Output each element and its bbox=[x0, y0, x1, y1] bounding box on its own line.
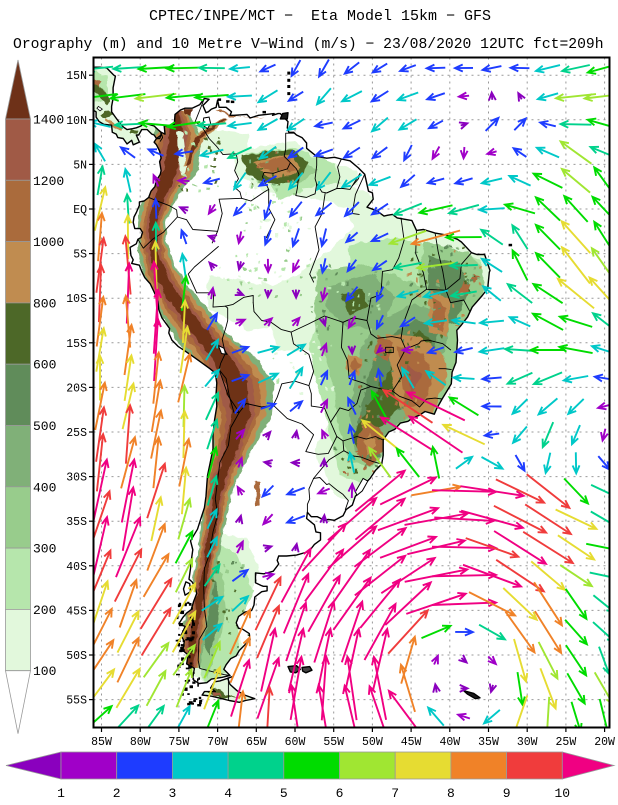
svg-text:35W: 35W bbox=[478, 736, 499, 749]
svg-text:15N: 15N bbox=[66, 70, 87, 83]
svg-text:1200: 1200 bbox=[33, 174, 64, 189]
svg-text:75W: 75W bbox=[169, 736, 190, 749]
svg-text:100: 100 bbox=[33, 664, 56, 679]
svg-text:EQ: EQ bbox=[73, 204, 87, 217]
svg-text:1: 1 bbox=[57, 786, 65, 800]
svg-text:45S: 45S bbox=[66, 605, 87, 618]
svg-text:10N: 10N bbox=[66, 115, 87, 128]
svg-text:5: 5 bbox=[280, 786, 288, 800]
svg-text:20W: 20W bbox=[594, 736, 615, 749]
svg-text:50S: 50S bbox=[66, 650, 87, 663]
svg-text:CPTEC/INPE/MCT − Eta Model 15: CPTEC/INPE/MCT − Eta Model 15km − GFS bbox=[149, 8, 491, 25]
svg-text:45W: 45W bbox=[401, 736, 422, 749]
svg-text:2: 2 bbox=[113, 786, 121, 800]
svg-text:6: 6 bbox=[336, 786, 344, 800]
svg-text:30S: 30S bbox=[66, 472, 87, 485]
svg-text:8: 8 bbox=[447, 786, 455, 800]
svg-text:40W: 40W bbox=[439, 736, 460, 749]
svg-text:1000: 1000 bbox=[33, 235, 64, 250]
svg-text:30W: 30W bbox=[517, 736, 538, 749]
svg-text:20S: 20S bbox=[66, 382, 87, 395]
svg-text:25W: 25W bbox=[556, 736, 577, 749]
svg-text:3: 3 bbox=[168, 786, 176, 800]
svg-text:10: 10 bbox=[554, 786, 570, 800]
svg-text:35S: 35S bbox=[66, 516, 87, 529]
svg-text:4: 4 bbox=[224, 786, 232, 800]
svg-text:800: 800 bbox=[33, 296, 56, 311]
svg-text:40S: 40S bbox=[66, 561, 87, 574]
svg-text:9: 9 bbox=[503, 786, 511, 800]
svg-text:50W: 50W bbox=[362, 736, 383, 749]
svg-text:25S: 25S bbox=[66, 427, 87, 440]
svg-text:55S: 55S bbox=[66, 695, 87, 708]
svg-text:300: 300 bbox=[33, 542, 56, 557]
svg-text:65W: 65W bbox=[246, 736, 267, 749]
svg-text:80W: 80W bbox=[130, 736, 151, 749]
svg-text:200: 200 bbox=[33, 603, 56, 618]
svg-text:5S: 5S bbox=[73, 249, 87, 262]
svg-text:5N: 5N bbox=[73, 159, 87, 172]
svg-text:85W: 85W bbox=[91, 736, 112, 749]
svg-text:Orography (m) and 10 Metre V−W: Orography (m) and 10 Metre V−Wind (m/s) … bbox=[13, 37, 604, 53]
svg-text:15S: 15S bbox=[66, 338, 87, 351]
svg-text:1400: 1400 bbox=[33, 113, 64, 128]
svg-text:55W: 55W bbox=[323, 736, 344, 749]
svg-text:600: 600 bbox=[33, 358, 56, 373]
svg-text:7: 7 bbox=[391, 786, 399, 800]
svg-text:70W: 70W bbox=[207, 736, 228, 749]
svg-text:60W: 60W bbox=[285, 736, 306, 749]
svg-text:500: 500 bbox=[33, 419, 56, 434]
svg-text:400: 400 bbox=[33, 480, 56, 495]
svg-text:10S: 10S bbox=[66, 293, 87, 306]
